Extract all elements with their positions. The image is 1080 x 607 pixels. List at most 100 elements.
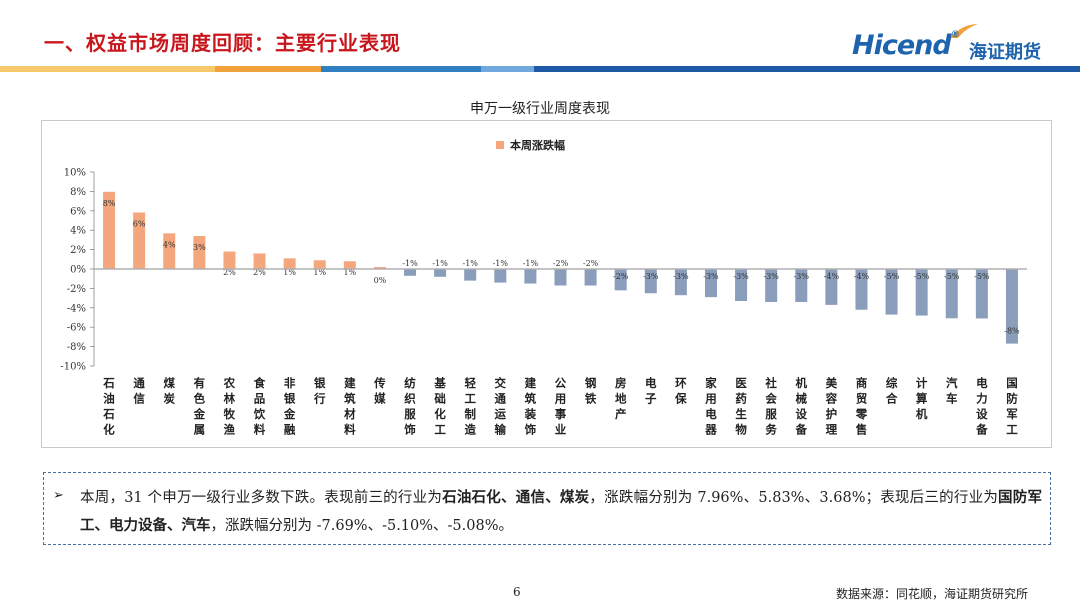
summary-segment: 本周，31 个申万一级行业多数下跌。表现前三的行业为 <box>80 490 443 506</box>
summary-segment: ，涨跌幅分别为 7.96%、5.83%、3.68%；表现后三的行业为 <box>589 490 999 506</box>
data-label: -1% <box>463 259 479 268</box>
data-label: 1% <box>283 268 296 277</box>
data-label: -1% <box>402 259 418 268</box>
bar <box>614 269 627 291</box>
data-label: -3% <box>733 272 749 281</box>
y-tick-label: 10% <box>64 168 86 179</box>
y-tick-label: 4% <box>70 226 86 237</box>
category-label: 建筑装饰 <box>524 376 537 437</box>
data-label: 4% <box>163 240 176 249</box>
y-tick-label: -10% <box>60 362 86 373</box>
data-label: 8% <box>103 199 116 208</box>
data-label: 0% <box>374 276 387 285</box>
category-label: 社会服务 <box>764 376 777 437</box>
bar <box>133 212 146 269</box>
data-label: -5% <box>914 272 930 281</box>
data-label: 3% <box>193 243 206 252</box>
chart-frame: 本周涨跌幅 10% 8% 6% 4% 2% 0% -2% -4% -6% -8% -10% 8% 6% 4%… <box>41 120 1052 448</box>
data-label: -3% <box>794 272 810 281</box>
chart-title: 申万一级行业周度表现 <box>470 101 610 117</box>
bar <box>404 269 417 276</box>
bar <box>223 251 236 269</box>
bar <box>103 191 116 269</box>
logo-swoosh-icon <box>950 24 978 38</box>
summary-text: 本周，31 个申万一级行业多数下跌。表现前三的行业为石油石化、通信、煤炭，涨跌幅… <box>80 484 1042 540</box>
bar <box>313 260 326 269</box>
logo-text-en: Hicend® <box>852 30 960 61</box>
data-label: -8% <box>1004 327 1020 336</box>
bar-chart: 本周涨跌幅 10% 8% 6% 4% 2% 0% -2% -4% -6% -8% -10% 8% 6% 4%… <box>60 138 1027 437</box>
category-label: 有色金属 <box>193 376 206 437</box>
data-label: -3% <box>643 272 659 281</box>
category-label: 美容护理 <box>825 376 838 437</box>
category-label: 计算机 <box>915 376 928 421</box>
category-label: 传媒 <box>373 376 386 406</box>
data-label: -2% <box>583 259 599 268</box>
y-tick-label: -6% <box>67 323 86 334</box>
y-tick-label: 6% <box>70 206 86 217</box>
data-label: -5% <box>884 272 900 281</box>
y-tick-label: -4% <box>67 303 86 314</box>
category-label: 环保 <box>674 376 687 406</box>
bar <box>674 269 687 296</box>
summary-segment: ，涨跌幅分别为 -7.69%、-5.10%、-5.08%。 <box>210 518 514 534</box>
bar <box>584 269 597 286</box>
bar <box>855 269 868 310</box>
data-label: -2% <box>553 259 569 268</box>
bar <box>163 233 176 269</box>
bar <box>975 269 988 319</box>
y-tick-label: 0% <box>70 265 86 276</box>
data-label: -1% <box>493 259 509 268</box>
category-label: 机械设备 <box>795 376 808 437</box>
category-label: 医药生物 <box>735 376 747 437</box>
summary-highlight: 国防军工、电力设备、汽车 <box>80 489 1043 534</box>
y-tick-label: -2% <box>67 284 86 295</box>
category-label: 农林牧渔 <box>223 376 236 437</box>
data-label: -2% <box>613 272 629 281</box>
category-label: 电力设备 <box>975 376 988 437</box>
bar <box>524 269 537 284</box>
data-label: -3% <box>703 272 719 281</box>
category-label: 石油石化 <box>102 376 115 437</box>
y-tick-label: -8% <box>67 342 86 353</box>
legend-label: 本周涨跌幅 <box>510 138 565 152</box>
data-label: -5% <box>974 272 990 281</box>
hicend-logo: Hicend® 海证期货 <box>852 24 1052 64</box>
arrow-bullet-icon: ➢ <box>53 488 64 503</box>
bar <box>765 269 778 302</box>
data-label: 2% <box>253 268 266 277</box>
bar <box>825 269 838 305</box>
legend-swatch <box>496 141 504 149</box>
category-label: 钢铁 <box>585 376 597 406</box>
bar <box>464 269 477 281</box>
category-label: 非银金融 <box>283 376 296 437</box>
bar <box>193 236 206 269</box>
header-stripe-orange <box>215 66 321 72</box>
bar <box>644 269 657 294</box>
bar <box>434 269 447 277</box>
bar <box>253 253 266 269</box>
category-label: 国防军工 <box>1006 376 1018 437</box>
data-label: 6% <box>133 219 146 228</box>
data-label: -4% <box>854 272 870 281</box>
summary-box: ➢ 本周，31 个申万一级行业多数下跌。表现前三的行业为石油石化、通信、煤炭，涨… <box>43 472 1051 545</box>
bar <box>1005 269 1018 344</box>
header-stripe-lightblue <box>481 66 534 72</box>
data-label: -4% <box>824 272 840 281</box>
category-label: 食品饮料 <box>253 376 266 437</box>
data-label: -3% <box>763 272 779 281</box>
bar <box>554 269 567 286</box>
category-label: 商贸零售 <box>855 376 868 437</box>
page-number: 6 <box>513 585 521 599</box>
category-label: 公用事业 <box>554 376 567 437</box>
data-label: 1% <box>343 268 356 277</box>
category-label: 基础化工 <box>433 376 446 437</box>
data-label: -3% <box>673 272 689 281</box>
category-label: 通信 <box>133 376 145 406</box>
category-label: 银行 <box>313 376 326 406</box>
data-label: -1% <box>432 259 448 268</box>
bar <box>704 269 717 298</box>
category-label: 房地产 <box>615 376 627 421</box>
bar <box>945 269 958 319</box>
category-label: 煤炭 <box>163 376 175 406</box>
